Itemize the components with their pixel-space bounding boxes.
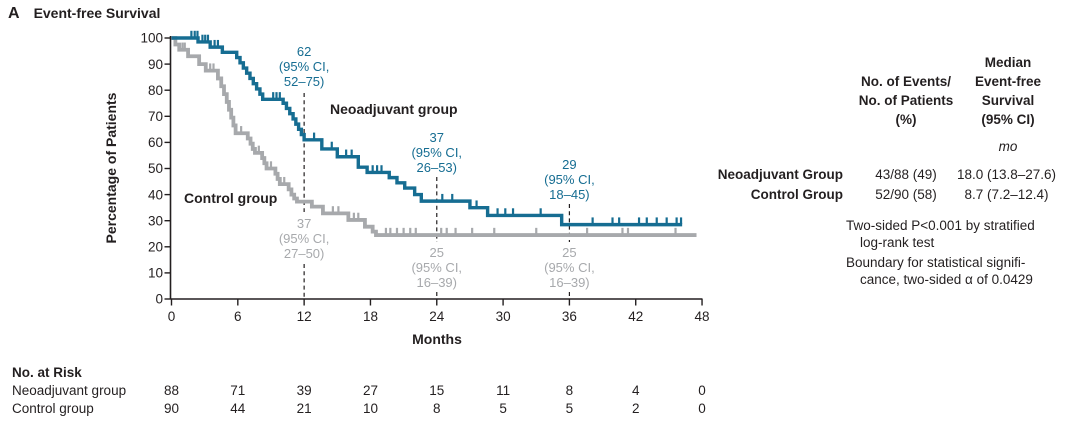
y-tick-label: 50 (148, 161, 163, 176)
x-tick-label: 48 (695, 309, 710, 324)
risk-value: 88 (163, 383, 180, 398)
neoadjuvant-curve (171, 36, 683, 227)
summary-events-neoadjuvant: 43/88 (49) (875, 167, 937, 182)
control-estimate-24mo: 25 (95% CI, 16–39) (411, 245, 463, 290)
neoadjuvant-estimate-36mo: 29 (95% CI, 18–45) (544, 157, 595, 202)
risk-value: 39 (296, 383, 312, 398)
neoadjuvant-series-label: Neoadjuvant group (330, 101, 458, 117)
y-tick-label: 80 (148, 83, 163, 98)
neoadjuvant-estimate-12mo: 62 (95% CI, 52–75) (278, 44, 330, 89)
risk-value: 15 (429, 383, 445, 398)
risk-value: 71 (230, 383, 246, 398)
risk-row-label-neoadjuvant: Neoadjuvant group (12, 383, 127, 398)
risk-row-label-control: Control group (12, 401, 94, 416)
neoadjuvant-estimate-24mo: 37 (95% CI, 26–53) (411, 130, 463, 175)
note-boundary-line2: cance, two-sided α of 0.0429 (860, 272, 1033, 287)
summary-row-label-neoadjuvant: Neoadjuvant Group (717, 167, 843, 182)
x-tick-label: 18 (363, 309, 378, 324)
risk-value: 27 (362, 383, 378, 398)
risk-value: 5 (565, 401, 574, 416)
y-tick-label: 60 (148, 135, 163, 150)
median-unit-label: mo (998, 139, 1018, 154)
control-curve (171, 36, 697, 237)
risk-value: 5 (499, 401, 507, 416)
panel-title-text: Event-free Survival (33, 5, 161, 21)
y-tick-label: 90 (148, 57, 163, 72)
risk-value: 8 (433, 401, 441, 416)
risk-value: 44 (230, 401, 246, 416)
summary-events-control: 52/90 (58) (875, 187, 937, 202)
note-pvalue-line2: log-rank test (860, 235, 935, 250)
summary-row-label-control: Control Group (750, 187, 843, 202)
x-tick-label: 12 (297, 309, 312, 324)
x-tick-label: 6 (234, 309, 242, 324)
y-tick-label: 70 (148, 109, 163, 124)
y-axis-title: Percentage of Patients (103, 92, 119, 244)
x-tick-label: 0 (168, 309, 176, 324)
x-tick-label: 36 (562, 309, 577, 324)
control-estimate-36mo: 25 (95% CI, 16–39) (544, 245, 595, 290)
y-tick-label: 0 (155, 292, 163, 307)
risk-value: 10 (362, 401, 378, 416)
y-tick-label: 20 (148, 240, 163, 255)
stat-notes: Two-sided P<0.001 by stratified log-rank… (846, 217, 1073, 288)
events-column-header: No. of Events/ No. of Patients (%) (858, 74, 954, 127)
panel-letter: A (8, 5, 20, 22)
note-boundary-line1: Boundary for statistical signifi- (846, 255, 1026, 270)
control-estimate-12mo: 37 (95% CI, 27–50) (278, 216, 330, 261)
risk-value: 4 (631, 383, 640, 398)
y-tick-label: 100 (140, 31, 163, 46)
summary-median-neoadjuvant: 18.0 (13.8–27.6) (956, 167, 1057, 182)
risk-table-title: No. at Risk (12, 365, 82, 380)
risk-value: 11 (496, 383, 511, 398)
x-tick-label: 42 (628, 309, 643, 324)
median-column-header: Median Event-free Survival (95% CI) (974, 55, 1042, 127)
risk-value: 0 (698, 383, 706, 398)
risk-value: 0 (698, 401, 706, 416)
y-tick-label: 10 (148, 266, 163, 281)
summary-median-control: 8.7 (7.2–12.4) (964, 187, 1049, 202)
note-pvalue-line1: Two-sided P<0.001 by stratified (846, 218, 1035, 233)
risk-value: 90 (163, 401, 180, 416)
panel-title: A Event-free Survival (8, 5, 160, 23)
control-series-label: Control group (184, 190, 278, 206)
y-tick-label: 40 (148, 187, 163, 202)
risk-value: 8 (565, 383, 574, 398)
x-axis-title: Months (412, 331, 462, 347)
risk-value: 21 (296, 401, 312, 416)
risk-value: 2 (631, 401, 640, 416)
y-tick-label: 30 (148, 213, 163, 228)
x-tick-label: 24 (429, 309, 445, 324)
x-tick-label: 30 (496, 309, 511, 324)
